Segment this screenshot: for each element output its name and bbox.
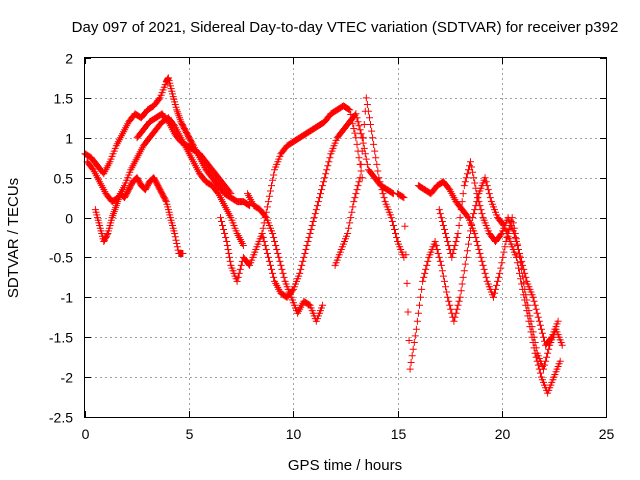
x-tick-label: 25 (599, 426, 615, 442)
data-point-markers (331, 94, 408, 269)
y-tick-labels: -2.5 -2 -1.5 -1 -0.5 0 0.5 1 1.5 2 (49, 51, 73, 426)
x-tick-label: 10 (286, 426, 302, 442)
y-axis-title: SDTVAR / TECUs (5, 178, 22, 298)
y-tick-label: -1.5 (49, 330, 73, 346)
y-tick-label: -2 (61, 370, 74, 386)
data-point-markers (394, 174, 564, 397)
series-arc-5 (217, 102, 366, 285)
chart-title: Day 097 of 2021, Sidereal Day-to-day VTE… (72, 19, 619, 36)
y-tick-label: 1 (65, 131, 73, 147)
y-tick-label: -0.5 (49, 250, 73, 266)
series-arc-3 (91, 174, 187, 257)
y-tick-label: -1 (61, 290, 74, 306)
y-tick-label: 2 (65, 51, 73, 67)
data-point-markers (435, 158, 562, 349)
x-tick-label: 20 (495, 426, 511, 442)
series-arc-9 (394, 174, 564, 397)
grid (85, 58, 606, 417)
x-axis-title: GPS time / hours (288, 457, 402, 474)
plot-frame (84, 57, 607, 418)
data-point-markers (91, 174, 187, 257)
x-tick-label: 5 (186, 426, 194, 442)
series-arc-8 (331, 94, 408, 269)
x-tick-label: 0 (82, 426, 90, 442)
series-arc-4 (133, 110, 235, 198)
series-arc-11 (435, 158, 562, 349)
data-marks (81, 74, 566, 397)
y-tick-label: 1.5 (54, 91, 74, 107)
data-point-markers (133, 110, 235, 198)
y-tick-label: 0.5 (54, 171, 74, 187)
y-tick-label: 0 (65, 211, 73, 227)
tick-marks (85, 58, 607, 418)
data-point-markers (217, 102, 366, 285)
x-tick-label: 15 (391, 426, 407, 442)
y-tick-label: -2.5 (49, 410, 73, 426)
series-arc-7 (258, 110, 397, 301)
data-point-markers (258, 110, 397, 301)
x-tick-labels: 0 5 10 15 20 25 (82, 426, 615, 442)
